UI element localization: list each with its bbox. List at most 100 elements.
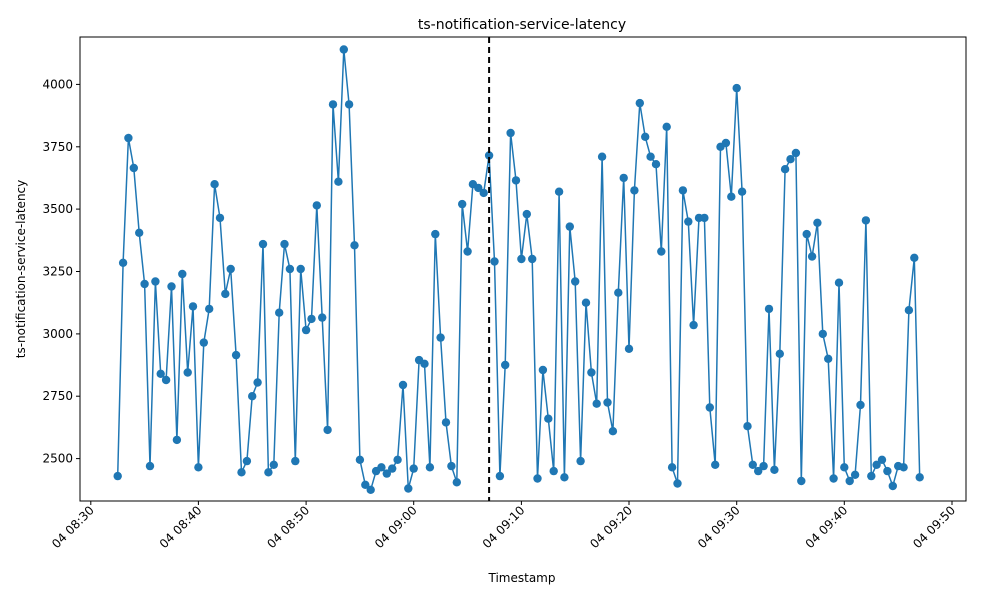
data-point — [285, 264, 295, 274]
data-point — [721, 138, 731, 148]
data-point — [388, 464, 397, 473]
data-point — [834, 278, 844, 287]
data-point — [840, 463, 849, 472]
data-point — [264, 468, 273, 477]
data-point — [474, 183, 483, 193]
data-point — [355, 455, 365, 464]
data-point — [657, 247, 666, 256]
data-point — [630, 186, 639, 195]
data-point — [328, 100, 338, 109]
data-point — [732, 83, 741, 93]
data-point — [705, 403, 714, 412]
data-point — [242, 456, 252, 466]
data-point — [850, 470, 860, 479]
data-point — [662, 122, 671, 131]
data-point — [490, 257, 499, 266]
data-point — [775, 349, 784, 358]
data-point — [845, 476, 854, 486]
y-axis-title: ts-notification-service-latency — [14, 180, 28, 359]
data-point — [501, 360, 510, 370]
data-point — [312, 201, 321, 210]
data-point — [915, 473, 924, 482]
data-point — [156, 369, 165, 378]
data-point — [791, 148, 801, 158]
data-point — [113, 471, 122, 481]
data-point — [673, 479, 682, 488]
data-point — [748, 460, 757, 469]
data-point — [754, 466, 763, 476]
data-point — [624, 344, 634, 353]
data-point — [528, 254, 537, 264]
y-axis: 2500 2750 3000 3250 3500 3750 4000 — [42, 77, 80, 466]
y-tick-label: 4000 — [42, 77, 73, 91]
data-point — [129, 163, 138, 173]
data-point — [544, 414, 553, 423]
data-point — [253, 378, 262, 387]
y-tick-label: 3750 — [42, 140, 73, 154]
data-point — [484, 151, 494, 160]
data-point — [770, 465, 779, 474]
data-point — [452, 478, 461, 487]
data-point — [678, 186, 688, 195]
data-point — [549, 466, 558, 476]
data-point — [759, 461, 768, 471]
data-point — [818, 329, 827, 339]
data-point — [140, 279, 149, 289]
data-point — [581, 298, 591, 307]
data-point — [597, 152, 607, 161]
data-point — [161, 375, 171, 385]
data-point — [479, 188, 488, 198]
data-point — [323, 425, 332, 435]
data-point — [554, 187, 564, 196]
data-point — [205, 304, 214, 314]
data-point — [576, 456, 585, 466]
data-point — [307, 314, 316, 324]
data-point — [517, 254, 526, 264]
y-tick-label: 3250 — [42, 265, 73, 279]
data-point — [409, 464, 418, 473]
data-point — [608, 427, 618, 436]
data-point — [614, 288, 623, 297]
data-point — [522, 209, 531, 219]
data-point — [151, 277, 160, 286]
data-point — [366, 485, 375, 494]
data-point — [743, 422, 752, 431]
data-point — [458, 199, 467, 209]
data-point — [404, 484, 413, 493]
data-point — [221, 289, 230, 299]
data-point — [603, 398, 612, 407]
data-point — [592, 399, 601, 408]
data-point — [178, 269, 187, 279]
data-point — [700, 213, 709, 223]
y-tick-label: 3500 — [42, 202, 73, 216]
data-point — [248, 392, 257, 401]
data-point — [780, 165, 790, 174]
plot-frame — [79, 36, 967, 502]
data-point — [813, 218, 822, 227]
data-point — [425, 463, 435, 472]
data-point — [684, 217, 693, 226]
data-point — [334, 177, 343, 186]
data-point — [511, 176, 521, 185]
data-point — [786, 155, 795, 164]
data-point — [172, 435, 182, 445]
data-point — [899, 463, 908, 472]
data-point — [506, 128, 515, 138]
data-point — [215, 213, 225, 223]
data-point — [258, 239, 268, 249]
data-point — [361, 480, 370, 489]
data-point — [231, 350, 241, 360]
data-point — [167, 282, 176, 291]
data-point — [398, 380, 408, 390]
data-point — [587, 368, 596, 377]
data-point — [689, 320, 698, 330]
data-point — [495, 471, 505, 481]
data-point — [382, 469, 391, 478]
data-point — [646, 152, 655, 161]
data-point — [888, 481, 897, 491]
x-axis-title: Timestamp — [488, 571, 556, 585]
data-point — [877, 455, 887, 464]
data-point — [431, 229, 440, 239]
data-point — [291, 456, 300, 466]
